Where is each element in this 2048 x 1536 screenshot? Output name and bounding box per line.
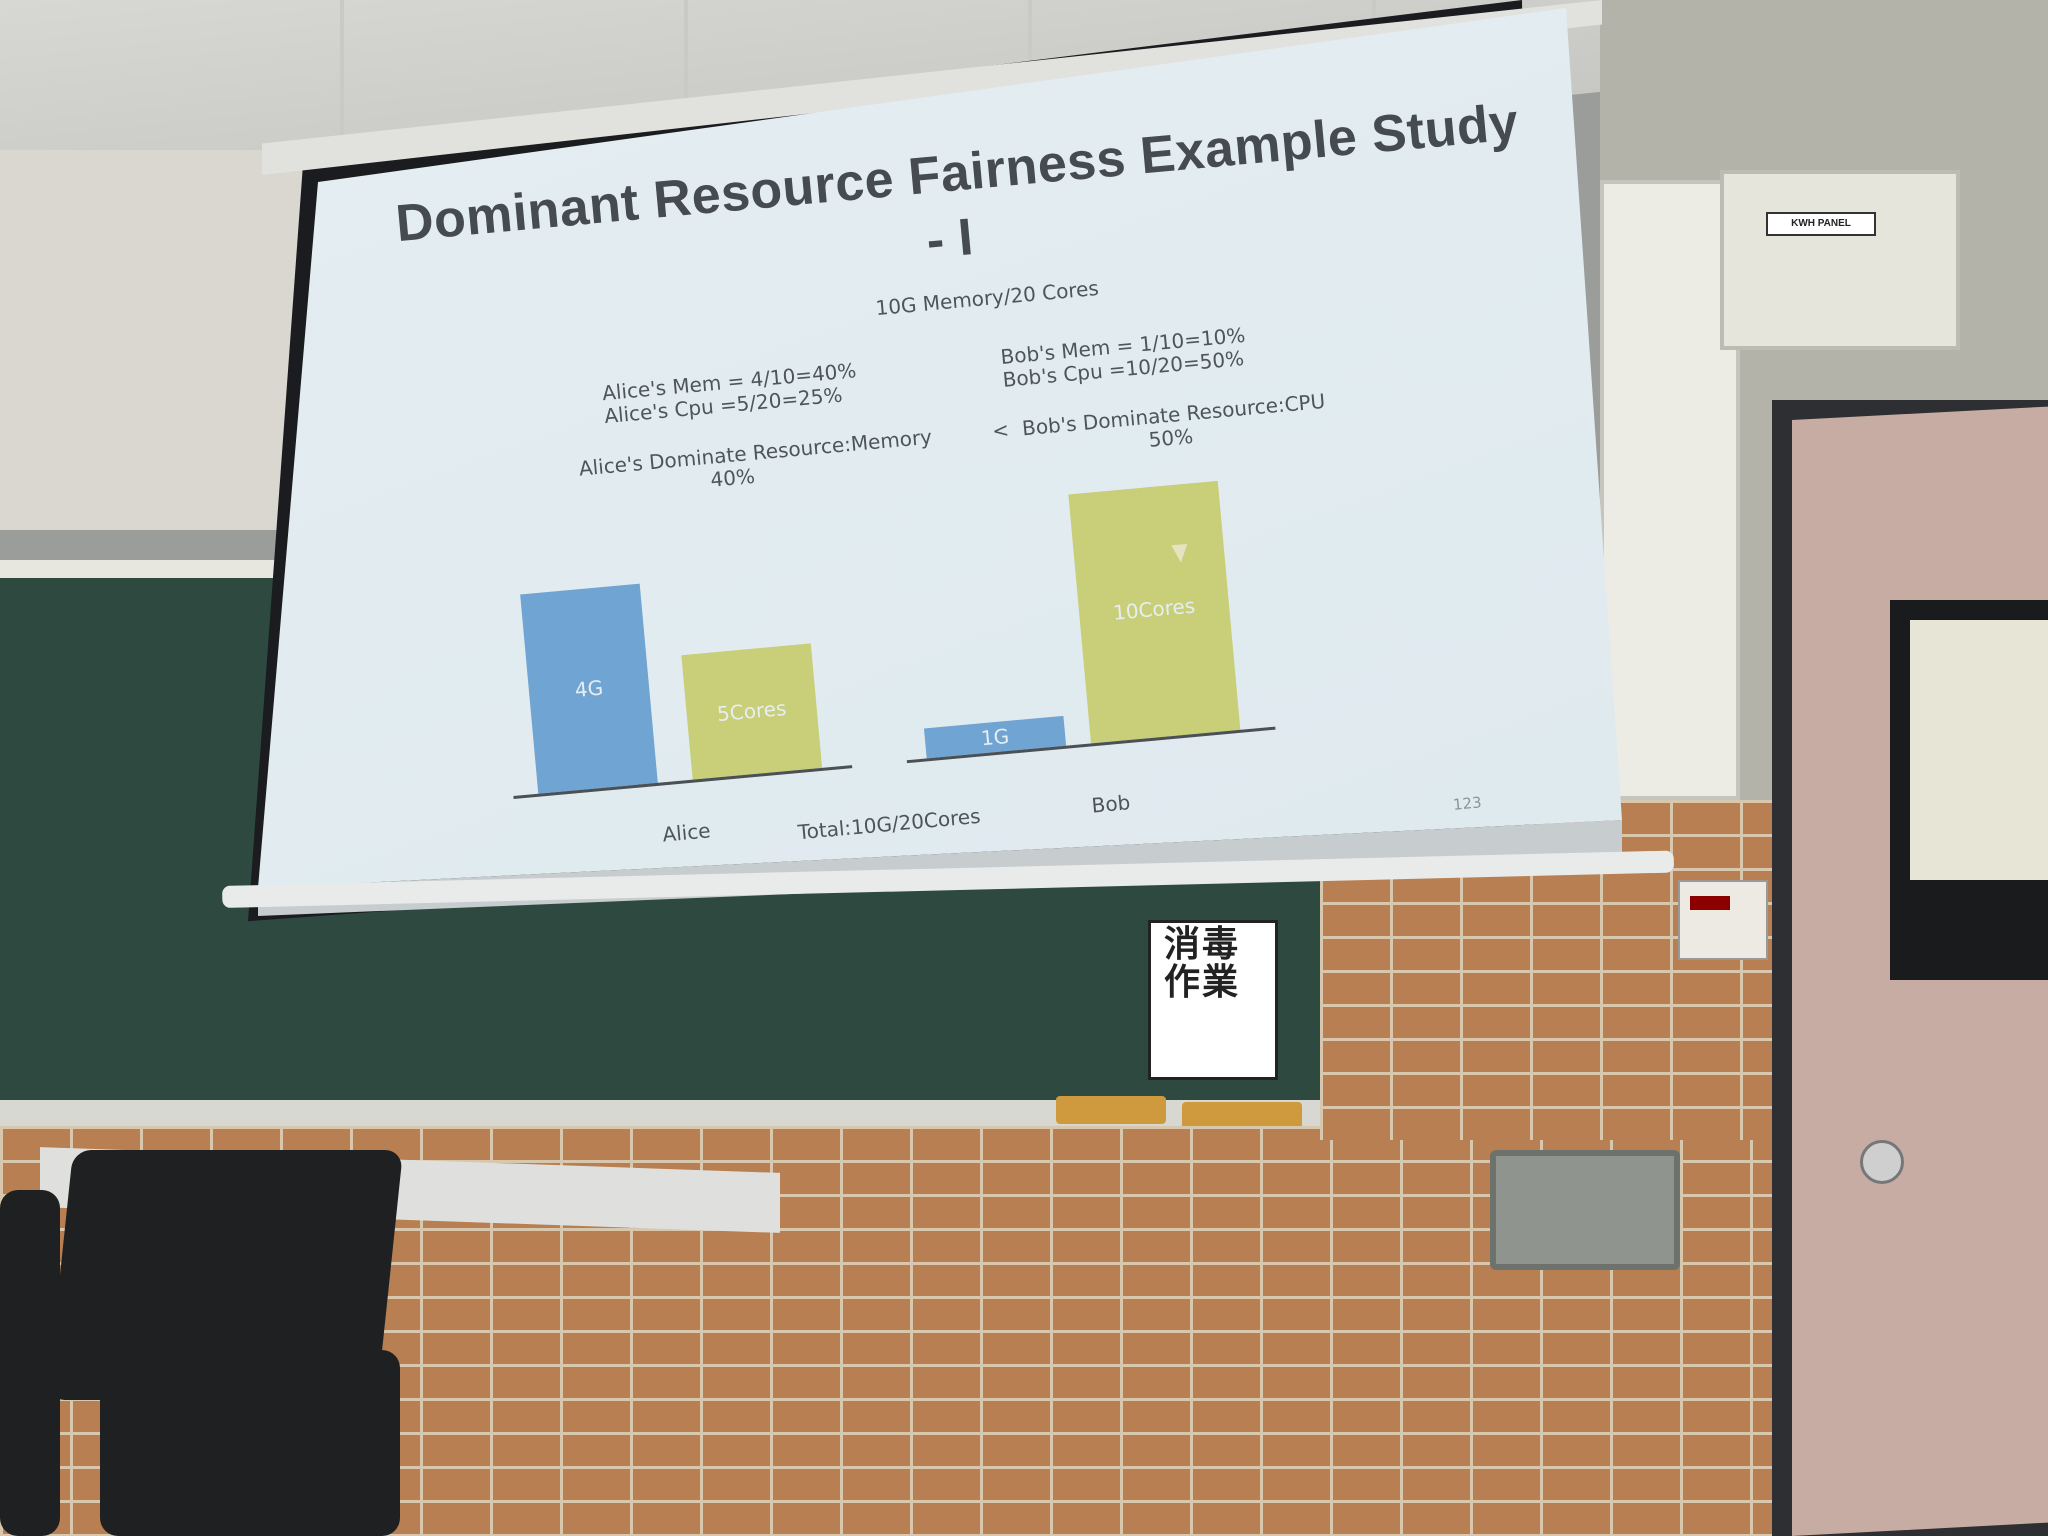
- door-handle: [1860, 1140, 1904, 1184]
- disinfection-poster: [1148, 920, 1278, 1080]
- page-number: 123: [1452, 793, 1483, 814]
- bar-bob-cpu: 10Cores: [1068, 480, 1241, 744]
- electrical-panel: [1600, 180, 1740, 800]
- bar-label-bob-cpu: 10Cores: [1112, 593, 1197, 625]
- chair: [100, 1350, 400, 1536]
- slide-content: Dominant Resource Fairness Example Study…: [330, 51, 1589, 857]
- bar-alice-mem: 4G: [520, 583, 658, 794]
- eraser: [1182, 1102, 1302, 1130]
- mouse-cursor-icon: [1171, 543, 1190, 566]
- bar-label-alice-cpu: 5Cores: [716, 695, 788, 727]
- bar-label-alice-mem: 4G: [573, 675, 605, 702]
- timer-display: [1690, 896, 1730, 910]
- total-resource: 10G Memory/20 Cores: [874, 275, 1100, 321]
- chair: [0, 1190, 60, 1536]
- alice-dominant: Alice's Dominate Resource:Memory: [577, 424, 933, 481]
- bar-alice-cpu: 5Cores: [681, 643, 823, 780]
- poster-text: 消毒作業: [1164, 924, 1241, 1003]
- comparison-sign: <: [991, 417, 1011, 444]
- kwh-cabinet: [1720, 170, 1960, 350]
- eraser: [1056, 1096, 1166, 1124]
- bob-label: Bob: [1090, 790, 1132, 818]
- left-wall: [0, 150, 330, 530]
- chairs: [0, 1150, 520, 1536]
- cabinet-label: KWH PANEL: [1766, 212, 1876, 236]
- warning-sign: [1910, 620, 2048, 880]
- bob-dominant-pct: 50%: [1147, 423, 1195, 452]
- alice-label: Alice: [661, 818, 712, 847]
- alice-dominant-pct: 40%: [709, 463, 756, 492]
- wall-timer: [1678, 880, 1768, 960]
- control-box: [1490, 1150, 1680, 1270]
- total-label: Total:10G/20Cores: [796, 803, 982, 845]
